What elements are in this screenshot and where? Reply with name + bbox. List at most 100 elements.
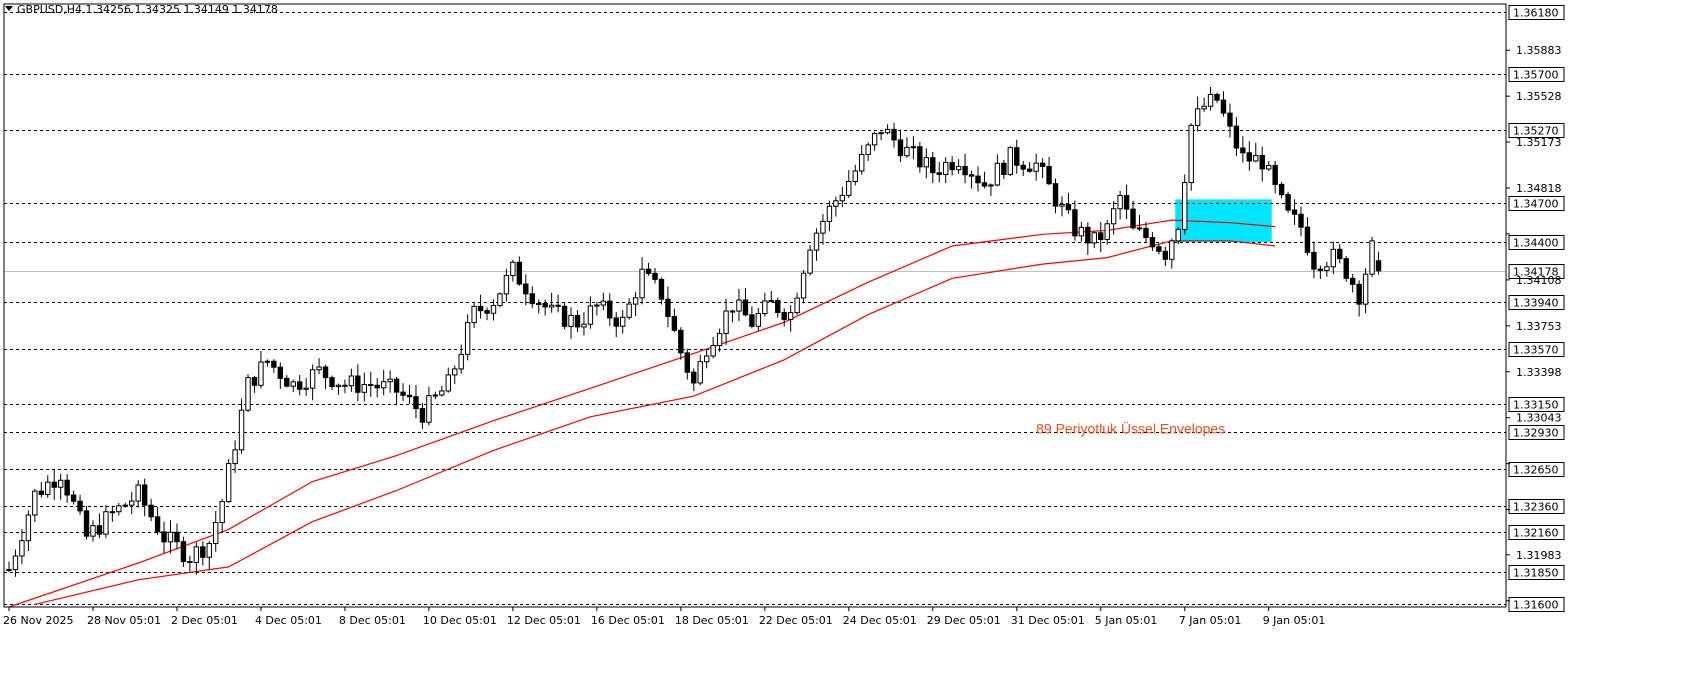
- candle[interactable]: [607, 293, 613, 326]
- candle[interactable]: [258, 350, 264, 389]
- candle[interactable]: [930, 151, 936, 184]
- candle[interactable]: [167, 520, 174, 554]
- candle[interactable]: [723, 298, 729, 345]
- candle[interactable]: [691, 368, 697, 392]
- candle[interactable]: [368, 371, 374, 397]
- candle[interactable]: [962, 153, 968, 184]
- candle[interactable]: [458, 344, 464, 374]
- candle[interactable]: [380, 369, 387, 396]
- candle[interactable]: [891, 122, 897, 148]
- candle[interactable]: [432, 391, 439, 400]
- candle[interactable]: [800, 270, 807, 304]
- candle[interactable]: [1214, 92, 1220, 103]
- candle[interactable]: [1156, 243, 1162, 255]
- candle[interactable]: [484, 307, 490, 321]
- candle[interactable]: [277, 362, 284, 389]
- candle[interactable]: [290, 379, 296, 393]
- candle[interactable]: [490, 299, 497, 321]
- candle[interactable]: [70, 490, 77, 505]
- candle[interactable]: [729, 309, 736, 323]
- candle[interactable]: [1110, 200, 1117, 235]
- candle[interactable]: [981, 171, 988, 189]
- candle[interactable]: [1266, 161, 1272, 171]
- candle[interactable]: [510, 259, 516, 282]
- candle[interactable]: [135, 479, 141, 508]
- candle[interactable]: [1362, 268, 1369, 314]
- candle[interactable]: [1253, 142, 1259, 163]
- candle[interactable]: [561, 302, 568, 330]
- candle[interactable]: [781, 308, 787, 327]
- candle[interactable]: [109, 505, 116, 522]
- candle[interactable]: [581, 312, 587, 336]
- candle[interactable]: [1272, 160, 1278, 194]
- candle[interactable]: [1136, 215, 1143, 232]
- candle[interactable]: [955, 159, 962, 174]
- candle[interactable]: [1278, 181, 1285, 199]
- candle[interactable]: [1343, 255, 1349, 282]
- candle[interactable]: [1026, 162, 1033, 173]
- candle[interactable]: [1072, 200, 1078, 241]
- candle[interactable]: [1246, 141, 1253, 171]
- candle[interactable]: [1207, 87, 1214, 111]
- candle[interactable]: [1001, 159, 1007, 180]
- candle[interactable]: [1369, 237, 1375, 278]
- candle[interactable]: [25, 510, 32, 552]
- candle[interactable]: [1162, 246, 1169, 267]
- candle[interactable]: [96, 513, 103, 539]
- candle[interactable]: [400, 383, 406, 402]
- candle[interactable]: [103, 504, 109, 539]
- candle[interactable]: [1285, 191, 1291, 213]
- candle[interactable]: [213, 511, 219, 552]
- candle[interactable]: [1123, 184, 1130, 220]
- candle[interactable]: [1182, 174, 1188, 235]
- candle[interactable]: [232, 440, 238, 473]
- candle[interactable]: [1291, 199, 1298, 225]
- candle[interactable]: [852, 164, 858, 186]
- chevron-down-icon[interactable]: [5, 6, 13, 11]
- candle[interactable]: [406, 384, 413, 404]
- candle[interactable]: [1220, 91, 1227, 117]
- candle[interactable]: [1052, 178, 1059, 214]
- candle[interactable]: [245, 374, 251, 412]
- candle[interactable]: [671, 308, 678, 333]
- candle[interactable]: [187, 555, 193, 572]
- candle[interactable]: [1098, 221, 1104, 253]
- candle[interactable]: [826, 200, 833, 232]
- candle[interactable]: [452, 365, 458, 384]
- candle[interactable]: [846, 170, 852, 198]
- candle[interactable]: [1240, 136, 1246, 163]
- candle[interactable]: [865, 142, 871, 162]
- candle[interactable]: [542, 299, 548, 316]
- candle[interactable]: [678, 327, 684, 360]
- candle[interactable]: [839, 186, 846, 208]
- candle[interactable]: [768, 290, 774, 303]
- candle[interactable]: [393, 376, 400, 405]
- candle[interactable]: [1065, 192, 1072, 214]
- candle[interactable]: [264, 359, 271, 367]
- candle[interactable]: [1104, 220, 1110, 245]
- candle[interactable]: [174, 523, 180, 550]
- candle[interactable]: [329, 375, 335, 391]
- candle[interactable]: [1375, 251, 1382, 275]
- candle[interactable]: [1324, 261, 1330, 277]
- candle[interactable]: [716, 328, 723, 352]
- candle[interactable]: [568, 307, 574, 339]
- candle[interactable]: [1194, 96, 1201, 132]
- candle[interactable]: [904, 137, 910, 158]
- candle[interactable]: [917, 141, 923, 173]
- candle[interactable]: [1317, 265, 1324, 280]
- candle[interactable]: [387, 370, 393, 393]
- candle[interactable]: [193, 542, 200, 575]
- candle[interactable]: [613, 312, 619, 338]
- candle[interactable]: [1311, 241, 1317, 279]
- candle[interactable]: [1349, 273, 1356, 293]
- candle[interactable]: [871, 131, 878, 151]
- candle[interactable]: [1039, 158, 1046, 179]
- candle[interactable]: [238, 398, 245, 454]
- candle[interactable]: [1169, 238, 1175, 269]
- candle[interactable]: [1033, 153, 1039, 181]
- candle[interactable]: [309, 364, 316, 401]
- candle[interactable]: [348, 368, 355, 392]
- candle[interactable]: [297, 375, 303, 396]
